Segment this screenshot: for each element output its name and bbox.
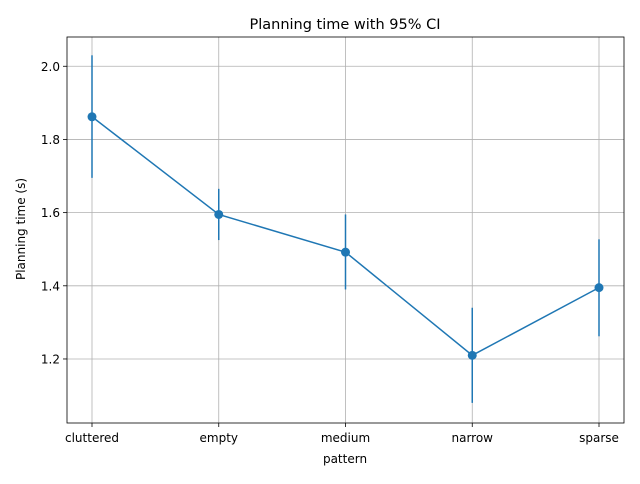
y-tick-label: 1.4 <box>41 279 60 293</box>
y-axis-label: Planning time (s) <box>14 178 28 280</box>
x-tick-label: medium <box>321 431 370 445</box>
data-point <box>341 247 350 257</box>
x-tick-label: narrow <box>451 431 493 445</box>
x-tick-label: empty <box>200 431 239 445</box>
y-tick-label: 2.0 <box>41 60 60 74</box>
data-point <box>214 209 224 219</box>
data-point <box>87 112 97 122</box>
label-layer: Planning time with 95% CI pattern Planni… <box>14 17 441 466</box>
series-layer <box>87 55 604 403</box>
y-tick-label: 1.2 <box>41 352 60 366</box>
y-tick-label: 1.6 <box>41 206 60 220</box>
axes-layer: cluttered empty medium narrow sparse 1.2 1.4 1.… <box>41 36 625 445</box>
x-tick-label: cluttered <box>65 431 119 445</box>
x-tick-label: sparse <box>579 431 619 445</box>
plot-area-frame <box>66 36 625 424</box>
data-point <box>594 283 604 293</box>
y-tick-label: 1.8 <box>41 133 60 147</box>
grid-lines <box>67 37 624 423</box>
chart-title: Planning time with 95% CI <box>249 17 440 33</box>
data-point <box>467 350 477 360</box>
x-axis-label: pattern <box>323 452 367 466</box>
